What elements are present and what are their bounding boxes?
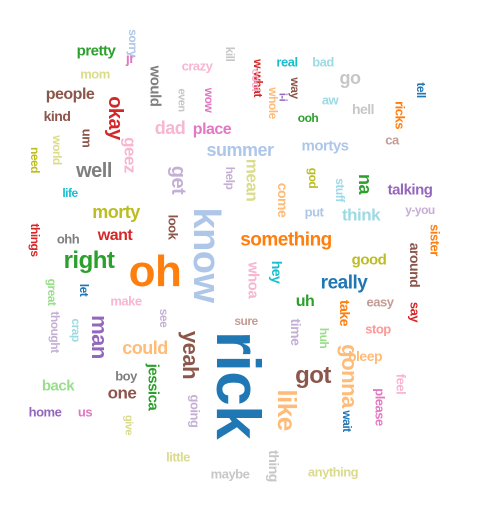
- word-oh: oh: [128, 247, 182, 296]
- word-life: life: [62, 186, 78, 200]
- word-ricks: ricks: [392, 101, 408, 129]
- word-look: look: [165, 214, 181, 240]
- word-one: one: [107, 383, 137, 403]
- word-us: us: [77, 404, 93, 420]
- word-cool: cool: [249, 68, 263, 92]
- word-well: well: [76, 160, 112, 182]
- word-think: think: [341, 205, 381, 225]
- word-even: even: [175, 88, 188, 112]
- word-kill: kill: [223, 46, 237, 62]
- word-little: little: [166, 449, 190, 465]
- word-na: na: [355, 173, 375, 195]
- word-crazy: crazy: [181, 58, 213, 74]
- word-need: need: [28, 146, 42, 174]
- word-going: going: [187, 394, 203, 428]
- word-hell: hell: [351, 101, 375, 117]
- word-right: right: [63, 247, 115, 274]
- word-want: want: [97, 227, 133, 244]
- word-kind: kind: [43, 108, 71, 124]
- word-geez: geez: [120, 137, 140, 173]
- word-i-i: i-i: [276, 92, 289, 102]
- word-ca: ca: [385, 132, 399, 148]
- word-sorry: sorry: [126, 29, 140, 57]
- word-back: back: [41, 377, 75, 395]
- word-jessica: jessica: [144, 363, 162, 411]
- word-dad: dad: [154, 118, 186, 138]
- word-let: let: [77, 283, 91, 297]
- word-could: could: [122, 338, 168, 358]
- word-something: something: [240, 229, 332, 251]
- word-would: would: [146, 65, 164, 107]
- word-pretty: pretty: [76, 42, 116, 60]
- word-whoa: whoa: [244, 261, 262, 299]
- word-time: time: [288, 318, 304, 346]
- word-sister: sister: [427, 224, 443, 256]
- word-thing: thing: [266, 450, 282, 482]
- word-boy: boy: [115, 368, 137, 384]
- word-come: come: [275, 182, 291, 218]
- word-thought: thought: [48, 311, 62, 353]
- word-maybe: maybe: [210, 466, 250, 482]
- word-way: way: [288, 77, 302, 99]
- word-great: great: [45, 278, 59, 306]
- word-huh: huh: [317, 327, 331, 349]
- word-summer: summer: [206, 140, 274, 160]
- word-got: got: [295, 362, 331, 389]
- word-real: real: [276, 54, 298, 70]
- word-bad: bad: [312, 54, 334, 70]
- word-yeah: yeah: [178, 330, 203, 380]
- word-go: go: [339, 68, 362, 88]
- word-y-you: y-you: [405, 203, 435, 217]
- word-wait: wait: [340, 410, 354, 432]
- word-aw: aw: [321, 92, 339, 108]
- word-bleep: bleep: [347, 348, 383, 364]
- word-place: place: [192, 121, 232, 138]
- word-ohh: ohh: [56, 231, 80, 247]
- word-really: really: [320, 272, 368, 294]
- word-like: like: [272, 389, 302, 431]
- word-stop: stop: [365, 321, 391, 337]
- word-good: good: [351, 251, 387, 269]
- word-okay: okay: [104, 96, 126, 140]
- word-make: make: [110, 293, 142, 309]
- word-mom: mom: [80, 66, 110, 82]
- word-get: get: [167, 165, 189, 195]
- word-um: um: [79, 128, 95, 148]
- word-take: take: [337, 299, 353, 327]
- word-say: say: [407, 301, 423, 323]
- word-hey: hey: [269, 260, 285, 284]
- word-morty: morty: [92, 202, 140, 222]
- word-people: people: [45, 86, 95, 103]
- word-stuff: stuff: [333, 178, 347, 202]
- word-see: see: [157, 308, 171, 328]
- word-know: know: [185, 207, 227, 303]
- word-mean: mean: [242, 158, 262, 202]
- word-put: put: [304, 204, 324, 220]
- word-jr: jr: [125, 50, 135, 66]
- word-feel: feel: [393, 373, 409, 395]
- word-home: home: [28, 404, 62, 420]
- word-mortys: mortys: [301, 137, 349, 155]
- word-easy: easy: [366, 294, 394, 310]
- word-rick: rick: [203, 330, 272, 440]
- word-god: god: [306, 167, 320, 189]
- word-talking: talking: [387, 181, 433, 199]
- word-wow: wow: [202, 87, 216, 113]
- word-ooh: ooh: [297, 111, 319, 125]
- word-please: please: [372, 388, 388, 426]
- word-uh: uh: [295, 293, 315, 310]
- word-give: give: [122, 414, 135, 436]
- word-help: help: [223, 166, 237, 190]
- word-sure: sure: [234, 314, 258, 328]
- word-world: world: [50, 135, 64, 165]
- word-anything: anything: [307, 464, 359, 480]
- word-crap: crap: [69, 318, 83, 342]
- word-around: around: [407, 242, 423, 288]
- word-man: man: [87, 315, 112, 359]
- word-things: things: [28, 223, 42, 257]
- word-tell: tell: [414, 82, 428, 98]
